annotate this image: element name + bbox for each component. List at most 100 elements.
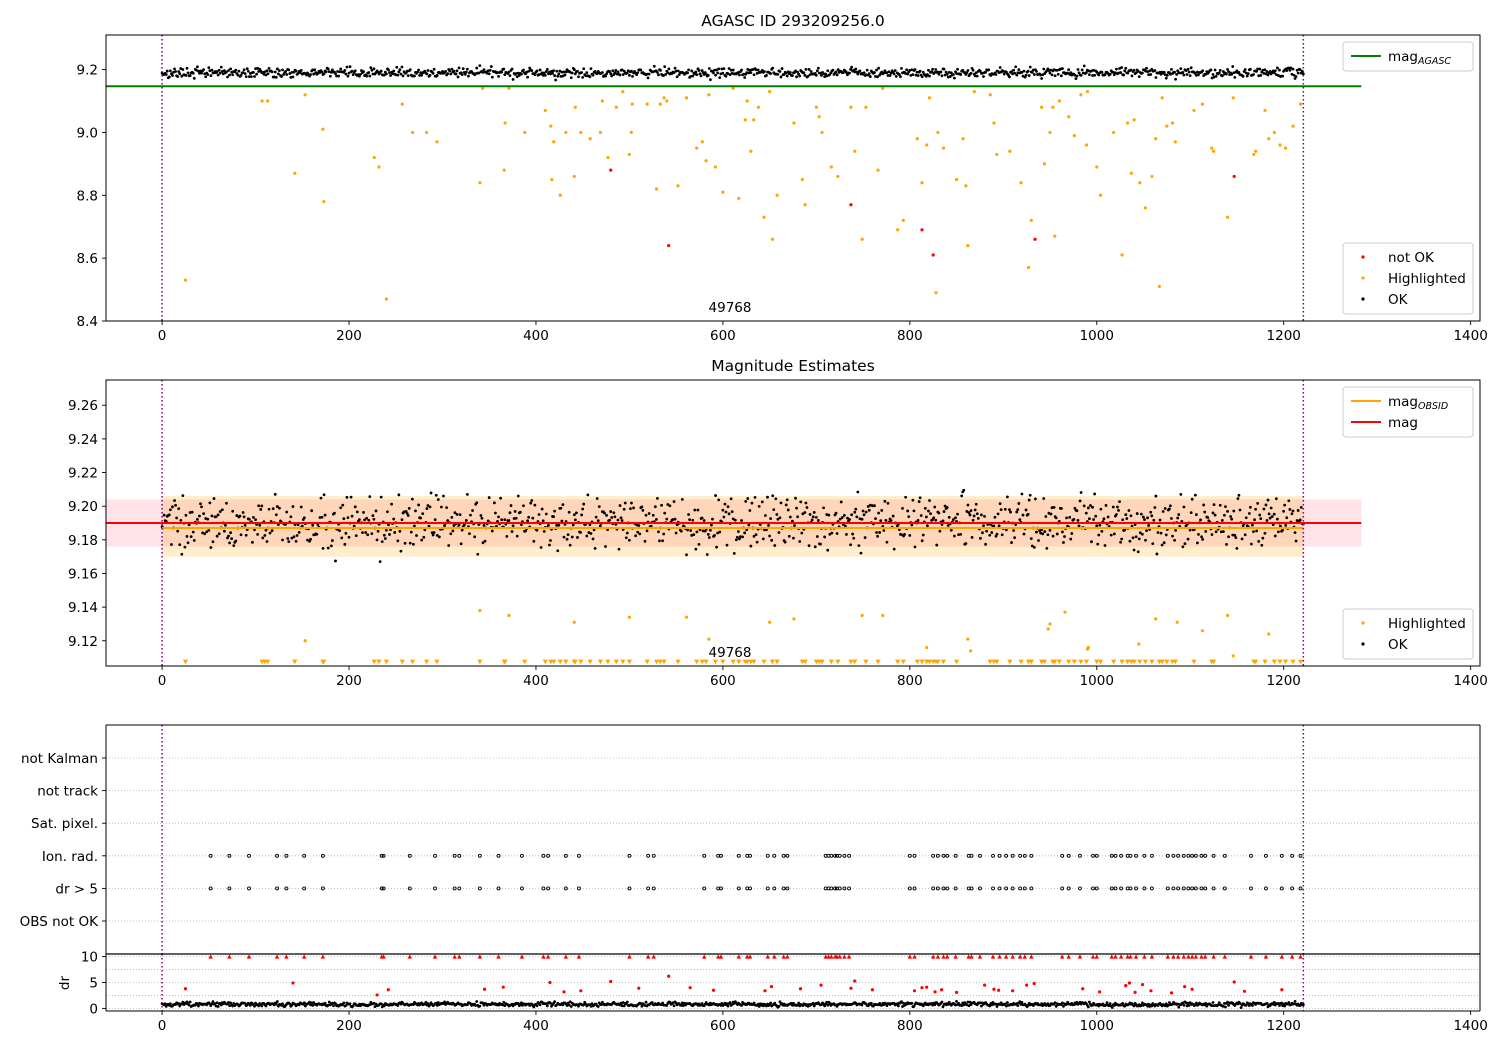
data-point — [449, 72, 453, 76]
data-point — [715, 68, 719, 72]
data-point — [902, 1001, 905, 1005]
data-point — [614, 105, 618, 109]
data-point — [543, 108, 547, 113]
data-point — [559, 506, 563, 510]
data-point — [284, 954, 289, 959]
data-point — [1244, 516, 1248, 520]
x-tick-label: 600 — [710, 673, 736, 689]
data-point — [459, 542, 463, 546]
data-point — [613, 515, 617, 519]
data-point — [757, 505, 761, 508]
data-point — [239, 533, 243, 537]
data-point — [503, 121, 507, 125]
flag-point — [433, 853, 437, 858]
flag-point — [1264, 886, 1268, 891]
data-point — [1090, 540, 1093, 544]
data-point — [545, 954, 551, 959]
data-point — [882, 71, 886, 75]
data-point — [740, 68, 743, 72]
data-point — [266, 72, 270, 76]
data-point — [873, 504, 876, 508]
data-point — [1108, 72, 1112, 76]
data-point — [256, 532, 260, 536]
data-point — [1197, 532, 1200, 536]
data-point — [1291, 67, 1295, 71]
data-point — [895, 659, 901, 665]
data-point — [1142, 515, 1145, 519]
data-point — [980, 513, 983, 517]
data-point — [1225, 543, 1228, 546]
data-point — [1173, 70, 1176, 74]
data-point — [352, 524, 356, 528]
data-point — [700, 140, 704, 144]
data-point — [425, 72, 429, 76]
data-point — [1145, 66, 1148, 70]
data-point — [982, 524, 985, 528]
data-point — [1282, 509, 1286, 513]
data-point — [609, 72, 613, 76]
data-point — [422, 535, 426, 539]
data-point — [951, 518, 955, 521]
data-point — [733, 518, 737, 522]
data-point — [437, 535, 441, 539]
data-point — [745, 99, 749, 103]
data-point — [661, 659, 667, 665]
data-point — [198, 71, 201, 75]
data-point — [738, 537, 741, 541]
data-point — [694, 659, 700, 665]
data-point — [231, 1004, 235, 1008]
flag-point — [1203, 853, 1208, 858]
data-point — [1290, 659, 1296, 665]
data-point — [1279, 524, 1282, 528]
data-point — [546, 523, 550, 527]
flag-row-label: Ion. rad. — [42, 849, 98, 865]
data-point — [1081, 71, 1085, 75]
data-point — [252, 70, 255, 74]
data-point — [588, 523, 592, 527]
data-point — [1270, 515, 1274, 518]
flag-point — [1134, 853, 1138, 858]
data-point — [1088, 517, 1091, 521]
data-point — [468, 532, 471, 535]
data-point — [1278, 143, 1282, 147]
data-point — [1126, 71, 1130, 75]
data-point — [278, 506, 281, 510]
data-point — [319, 496, 323, 500]
data-point — [303, 639, 307, 643]
data-point — [244, 533, 248, 537]
data-point — [458, 513, 462, 517]
data-point — [768, 620, 772, 624]
data-point — [1042, 162, 1047, 166]
data-point — [219, 65, 223, 69]
data-point — [248, 1003, 252, 1007]
flag-point — [379, 886, 384, 891]
data-point — [446, 519, 450, 522]
data-point — [310, 1001, 314, 1005]
data-point — [302, 1001, 306, 1005]
data-point — [181, 68, 185, 71]
data-point — [242, 68, 246, 72]
flag-point — [765, 886, 770, 891]
flag-point — [1222, 886, 1227, 891]
data-point — [386, 510, 389, 514]
data-point — [1265, 519, 1269, 522]
data-point — [1065, 516, 1068, 520]
data-point — [823, 1004, 827, 1008]
data-point — [297, 1003, 301, 1007]
data-point — [1298, 518, 1302, 522]
data-point — [482, 68, 486, 72]
data-point — [756, 68, 760, 72]
data-point — [777, 1004, 781, 1008]
data-point — [770, 237, 775, 241]
data-point — [471, 509, 474, 512]
flag-point — [719, 886, 723, 891]
data-point — [433, 518, 437, 522]
data-point — [486, 519, 490, 523]
data-point — [714, 73, 717, 77]
data-point — [585, 71, 589, 75]
data-point — [342, 1001, 346, 1005]
data-point — [1046, 1002, 1050, 1006]
data-point — [625, 1000, 629, 1004]
data-point — [708, 78, 712, 82]
flag-point — [1134, 886, 1138, 891]
